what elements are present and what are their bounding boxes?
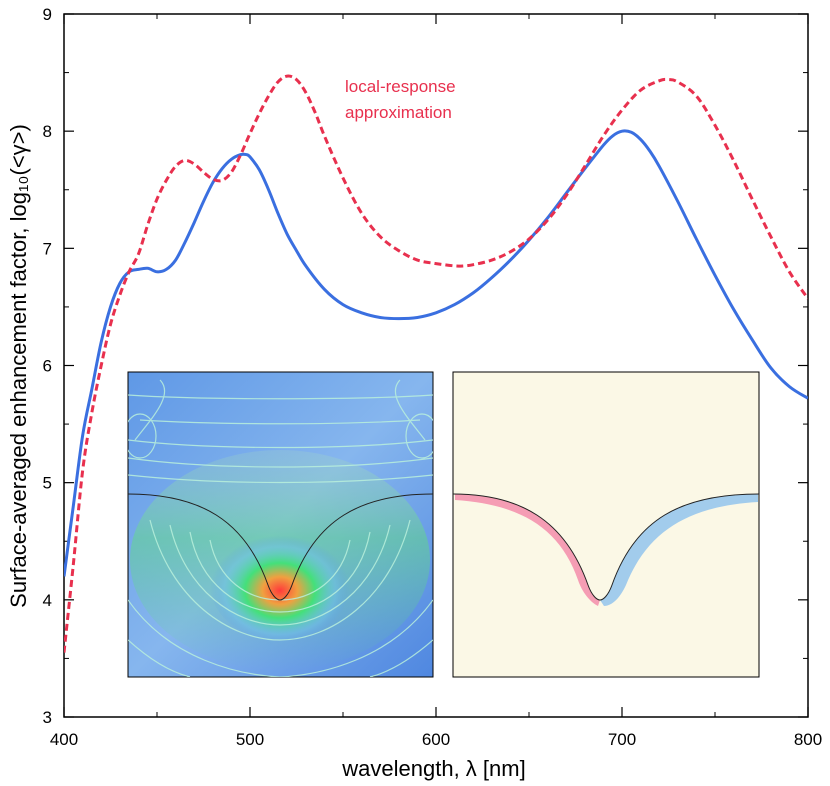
annotation-line-2: approximation: [345, 103, 452, 122]
x-tick-label: 800: [794, 730, 822, 749]
y-tick-label: 6: [43, 357, 52, 376]
y-tick-label: 4: [43, 591, 52, 610]
series-line-local-response: [64, 74, 808, 653]
series-line-nonlocal: [64, 129, 808, 577]
x-tick-label: 400: [50, 730, 78, 749]
y-tick-label: 8: [43, 122, 52, 141]
y-axis-label: Surface-averaged enhancement factor, log…: [6, 124, 31, 608]
annotation-line-1: local-response: [345, 77, 456, 96]
y-tick-label: 3: [43, 708, 52, 727]
x-tick-label: 600: [422, 730, 450, 749]
y-tick-label: 7: [43, 239, 52, 258]
y-tick-label: 5: [43, 474, 52, 493]
x-axis-ticks: 400 500 600 700 800: [50, 14, 822, 749]
y-axis-ticks: 3 4 5 6 7 8 9: [43, 5, 808, 727]
x-axis-label: wavelength, λ [nm]: [341, 756, 525, 781]
inset-field-map: [127, 371, 434, 678]
y-tick-label: 9: [43, 5, 52, 24]
x-tick-label: 700: [608, 730, 636, 749]
inset-charge-map: [452, 371, 760, 678]
x-tick-label: 500: [236, 730, 264, 749]
